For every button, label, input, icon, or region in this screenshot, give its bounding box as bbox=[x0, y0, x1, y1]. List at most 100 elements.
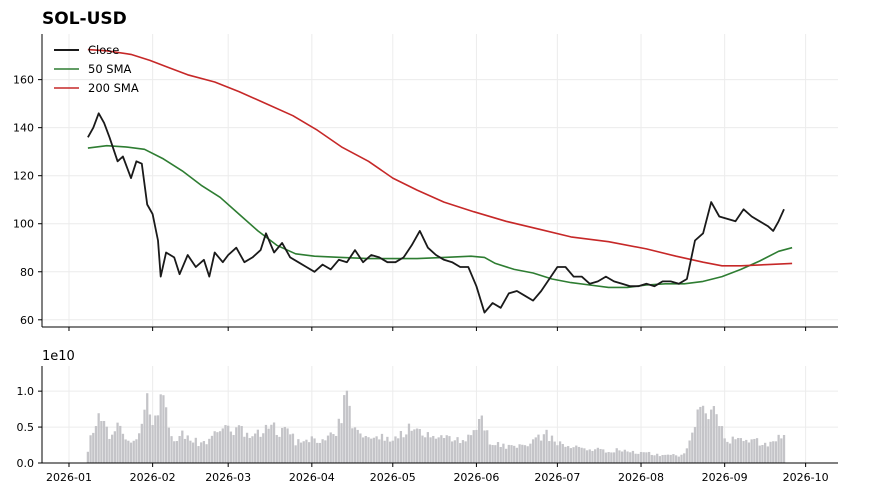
volume-bar bbox=[569, 448, 572, 463]
volume-bar bbox=[345, 390, 349, 463]
volume-bar bbox=[426, 432, 429, 463]
price-ytick-label: 80 bbox=[20, 266, 34, 279]
volume-bar bbox=[173, 441, 176, 463]
volume-bar bbox=[259, 436, 262, 463]
volume-bar bbox=[451, 441, 454, 463]
series-line-200-sma bbox=[87, 48, 793, 267]
volume-bar bbox=[254, 433, 257, 463]
volume-bar bbox=[764, 442, 767, 463]
volume-bar bbox=[256, 429, 259, 463]
volume-bar bbox=[693, 427, 697, 463]
volume-bar bbox=[483, 430, 486, 463]
volume-bar bbox=[332, 434, 335, 463]
volume-bar bbox=[604, 452, 608, 463]
price-axes: 60 80 100 120 140 160 bbox=[13, 34, 838, 331]
volume-bar bbox=[108, 438, 111, 463]
volume-bar bbox=[494, 445, 497, 463]
volume-ytick-label: 0.0 bbox=[17, 457, 35, 470]
x-tick-label: 2026-05 bbox=[370, 471, 416, 484]
volume-bar bbox=[537, 434, 540, 463]
volume-bar bbox=[186, 435, 189, 463]
volume-bar bbox=[491, 445, 494, 463]
price-ytick-label: 120 bbox=[13, 170, 34, 183]
volume-ytick-label: 0.5 bbox=[17, 421, 35, 434]
volume-bar bbox=[753, 438, 756, 463]
volume-bar bbox=[769, 441, 772, 463]
volume-bar bbox=[731, 436, 734, 463]
volume-axes: 0.0 0.5 1.0 2026-01 2026-02 2026-03 2026-04 202… bbox=[17, 366, 838, 484]
volume-bar bbox=[235, 427, 238, 463]
volume-bar bbox=[364, 435, 367, 463]
x-tick-label: 2026-02 bbox=[130, 471, 176, 484]
volume-bar bbox=[704, 413, 707, 463]
volume-bar bbox=[577, 446, 581, 463]
volume-bar bbox=[739, 438, 742, 463]
volume-bar bbox=[86, 451, 90, 463]
volume-bar bbox=[237, 425, 241, 463]
volume-bar bbox=[780, 438, 783, 463]
volume-bar bbox=[162, 395, 165, 463]
volume-bar bbox=[448, 436, 451, 463]
volume-bar bbox=[434, 438, 438, 463]
volume-bar bbox=[175, 441, 179, 463]
volume-bar bbox=[132, 440, 135, 463]
volume-bar bbox=[367, 437, 370, 463]
volume-bar bbox=[550, 435, 554, 463]
volume-bar bbox=[138, 433, 141, 463]
volume-bar bbox=[461, 440, 465, 463]
x-tick-label: 2026-07 bbox=[534, 471, 580, 484]
volume-bar bbox=[645, 452, 648, 463]
volume-bar bbox=[480, 415, 483, 463]
volume-bar bbox=[380, 433, 384, 463]
volume-bar bbox=[348, 405, 351, 463]
volume-bar bbox=[343, 395, 346, 463]
volume-bar bbox=[308, 442, 311, 463]
x-tick-label: 2026-06 bbox=[453, 471, 499, 484]
volume-bar bbox=[680, 454, 683, 463]
volume-bar bbox=[278, 436, 281, 463]
volume-bar bbox=[189, 440, 192, 463]
volume-bar bbox=[572, 447, 575, 463]
volume-bar bbox=[405, 434, 408, 463]
volume-bar bbox=[510, 445, 513, 463]
volume-bar bbox=[240, 426, 243, 463]
volume-bar bbox=[518, 444, 521, 463]
legend-label-200-sma: 200 SMA bbox=[88, 81, 139, 95]
volume-bar bbox=[540, 440, 543, 463]
volume-bar bbox=[183, 438, 187, 463]
volume-bar bbox=[297, 439, 300, 463]
volume-bar bbox=[191, 442, 195, 463]
volume-bar bbox=[378, 439, 381, 463]
volume-bar bbox=[634, 453, 637, 463]
volume-bar bbox=[755, 438, 759, 463]
volume-bar bbox=[370, 438, 373, 463]
price-ytick-label: 140 bbox=[13, 122, 34, 135]
volume-bar bbox=[758, 445, 761, 463]
volume-bar bbox=[545, 429, 548, 463]
volume-bar bbox=[407, 423, 411, 463]
volume-bar bbox=[710, 409, 713, 463]
volume-bar bbox=[526, 446, 529, 463]
volume-bar bbox=[116, 422, 119, 463]
volume-bar bbox=[334, 435, 338, 463]
volume-bar bbox=[701, 405, 705, 463]
volume-bar bbox=[666, 454, 670, 463]
volume-bar bbox=[523, 445, 527, 463]
volume-bar bbox=[469, 435, 473, 463]
volume-bar bbox=[421, 435, 424, 463]
volume-bar bbox=[766, 446, 769, 463]
volume-bar bbox=[772, 441, 775, 463]
volume-bar bbox=[205, 444, 208, 463]
volume-bar bbox=[340, 423, 343, 463]
volume-bar bbox=[623, 449, 626, 463]
volume-bar bbox=[94, 426, 98, 463]
volume-bar bbox=[607, 452, 610, 463]
volume-bar bbox=[737, 437, 740, 463]
volume-bar bbox=[383, 440, 386, 463]
volume-bar bbox=[472, 430, 475, 463]
volume-bar bbox=[321, 439, 324, 463]
volume-bar bbox=[316, 442, 319, 463]
volume-bar bbox=[445, 435, 448, 463]
volume-bar bbox=[688, 440, 691, 463]
volume-bar bbox=[720, 426, 724, 463]
